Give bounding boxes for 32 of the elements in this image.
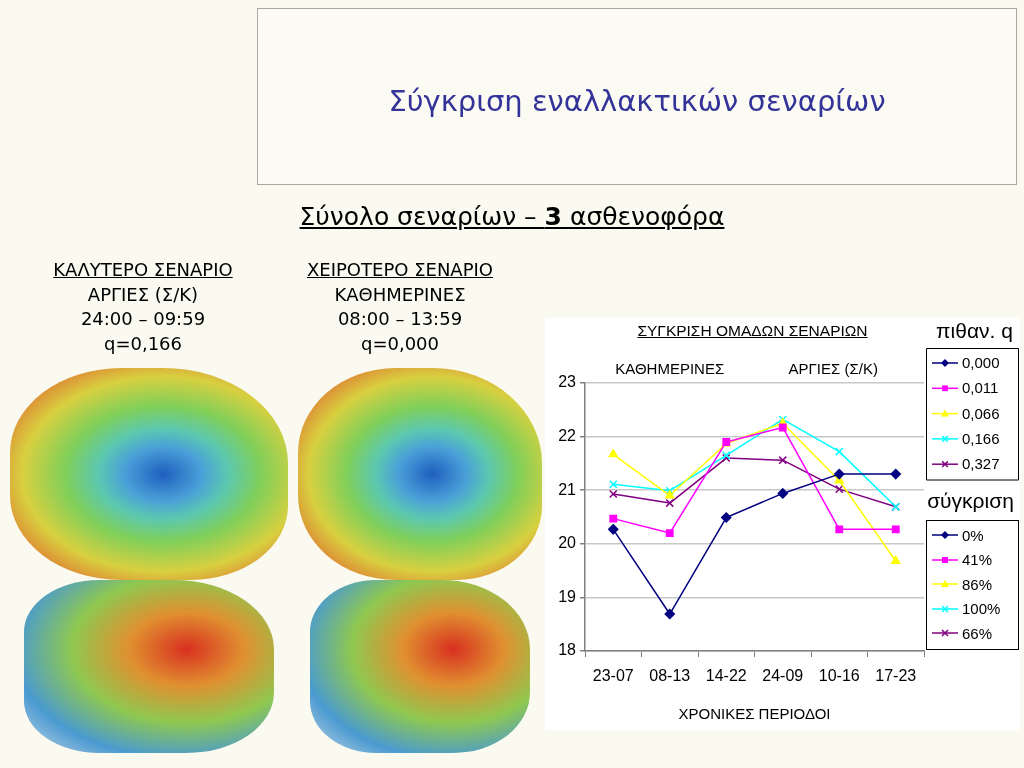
x-tick-label: 23-07 — [592, 667, 634, 685]
text: ΚΑΘΗΜΕΡΙΝΕΣ — [615, 360, 725, 377]
y-tick-label: 19 — [558, 587, 577, 605]
legend-label: 0,066 — [962, 404, 1000, 422]
chart-title: Σύγκριση εναλλακτικών σεναρίων — [387, 84, 887, 118]
text: σύγκριση — [926, 489, 1015, 513]
text: ΚΑΛΥΤΕΡΟ ΣΕΝΑΡΙΟ ΑΡΓΙΕΣ (Σ/Κ) 24:00 – 09:59 q=0,166 — [52, 258, 234, 356]
chart-subtitle: Σύνολο σεναρίων – 3 ασθενοφόρα — [299, 202, 725, 231]
text: ΧΕΙΡΟΤΕΡΟ ΣΕΝΑΡΙΟ ΚΑΘΗΜΕΡΙΝΕΣ 08:00 – 13:59 q=0,000 — [306, 258, 494, 356]
x-tick-label: 14-22 — [705, 667, 747, 685]
text: 41% — [962, 551, 993, 569]
x-tick-label: 17-23 — [875, 667, 917, 685]
legend-title: πιθαν. q — [936, 318, 1013, 342]
text: ΣΥΓΚΡΙΣΗ ΟΜΑΔΩΝ ΣΕΝΑΡΙΩΝ — [637, 322, 868, 339]
x-tick-label: 10-16 — [818, 667, 860, 685]
x-axis-title: ΧΡΟΝΙΚΕΣ ΠΕΡΙΟΔΟΙ — [678, 705, 831, 723]
text: 66% — [962, 624, 993, 642]
x-tick-label: 08-13 — [649, 667, 691, 685]
text: 0% — [962, 526, 984, 544]
text: ΑΡΓΙΕΣ (Σ/Κ) — [787, 360, 879, 377]
y-tick-label: 21 — [558, 480, 577, 498]
text: 86% — [962, 575, 993, 593]
legend-label: 0,327 — [962, 455, 1000, 473]
y-tick-label: 18 — [558, 641, 577, 659]
y-tick-label: 20 — [558, 534, 577, 552]
legend-label: 0,011 — [962, 379, 999, 397]
legend-label: 0,166 — [962, 430, 1000, 448]
x-tick-label: 24-09 — [762, 667, 804, 685]
text: 100% — [962, 600, 1001, 618]
legend-label: 0,000 — [962, 354, 1000, 372]
y-tick-label: 23 — [558, 373, 577, 391]
y-tick-label: 22 — [558, 427, 577, 445]
